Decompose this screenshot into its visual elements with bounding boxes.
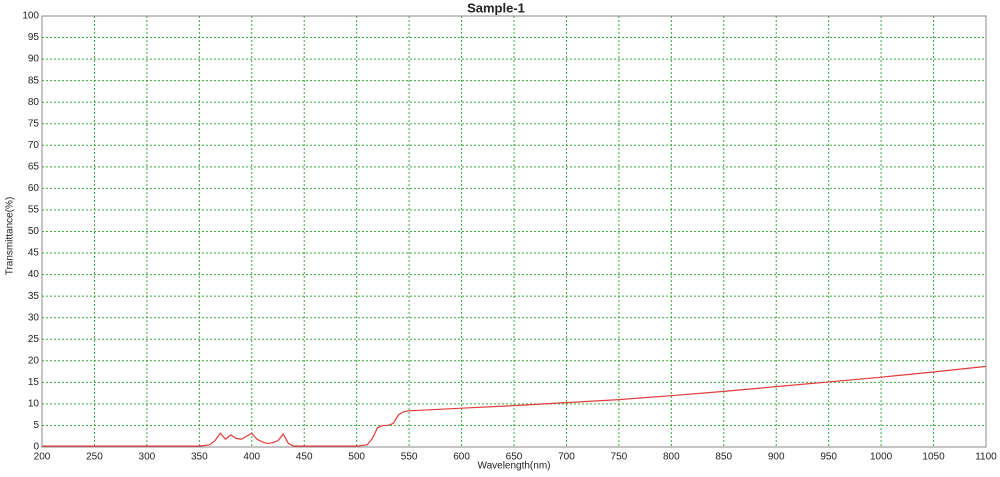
x-axis-label: Wavelength(nm) [478, 461, 551, 472]
x-tick-label: 950 [820, 452, 837, 463]
y-tick-label: 50 [28, 226, 40, 237]
y-tick-label: 30 [28, 312, 40, 323]
y-tick-label: 70 [28, 140, 40, 151]
y-tick-label: 35 [28, 291, 40, 302]
y-tick-label: 80 [28, 97, 40, 108]
x-tick-label: 450 [296, 452, 313, 463]
x-tick-label: 1000 [870, 452, 893, 463]
y-tick-label: 100 [22, 11, 39, 22]
x-tick-label: 750 [611, 452, 628, 463]
x-tick-label: 300 [139, 452, 156, 463]
y-tick-label: 75 [28, 118, 40, 129]
x-tick-label: 350 [191, 452, 208, 463]
x-tick-label: 1100 [975, 452, 997, 463]
y-tick-label: 10 [28, 399, 40, 410]
y-tick-label: 45 [28, 248, 40, 259]
y-tick-label: 40 [28, 269, 40, 280]
x-tick-label: 600 [453, 452, 470, 463]
y-tick-label: 65 [28, 161, 40, 172]
x-tick-label: 250 [86, 452, 103, 463]
x-tick-label: 200 [34, 452, 51, 463]
y-tick-label: 20 [28, 355, 40, 366]
x-tick-label: 800 [663, 452, 680, 463]
y-tick-label: 5 [33, 420, 39, 431]
x-tick-label: 700 [558, 452, 575, 463]
x-tick-label: 400 [243, 452, 260, 463]
x-tick-label: 900 [768, 452, 785, 463]
x-tick-label: 850 [715, 452, 732, 463]
data-line [42, 365, 987, 447]
x-tick-label: 500 [348, 452, 365, 463]
y-tick-label: 15 [28, 377, 40, 388]
y-tick-label: 90 [28, 54, 40, 65]
y-axis-label: Transmittance(%) [5, 197, 16, 276]
y-tick-label: 0 [33, 442, 39, 453]
chart-title: Sample-1 [467, 0, 525, 15]
y-tick-label: 60 [28, 183, 40, 194]
x-tick-label: 650 [506, 452, 523, 463]
y-tick-label: 95 [28, 32, 40, 43]
x-tick-label: 550 [401, 452, 418, 463]
y-tick-label: 25 [28, 334, 40, 345]
x-tick-label: 1050 [922, 452, 945, 463]
plot-border [41, 15, 987, 448]
y-tick-label: 85 [28, 75, 40, 86]
y-tick-label: 55 [28, 205, 40, 216]
